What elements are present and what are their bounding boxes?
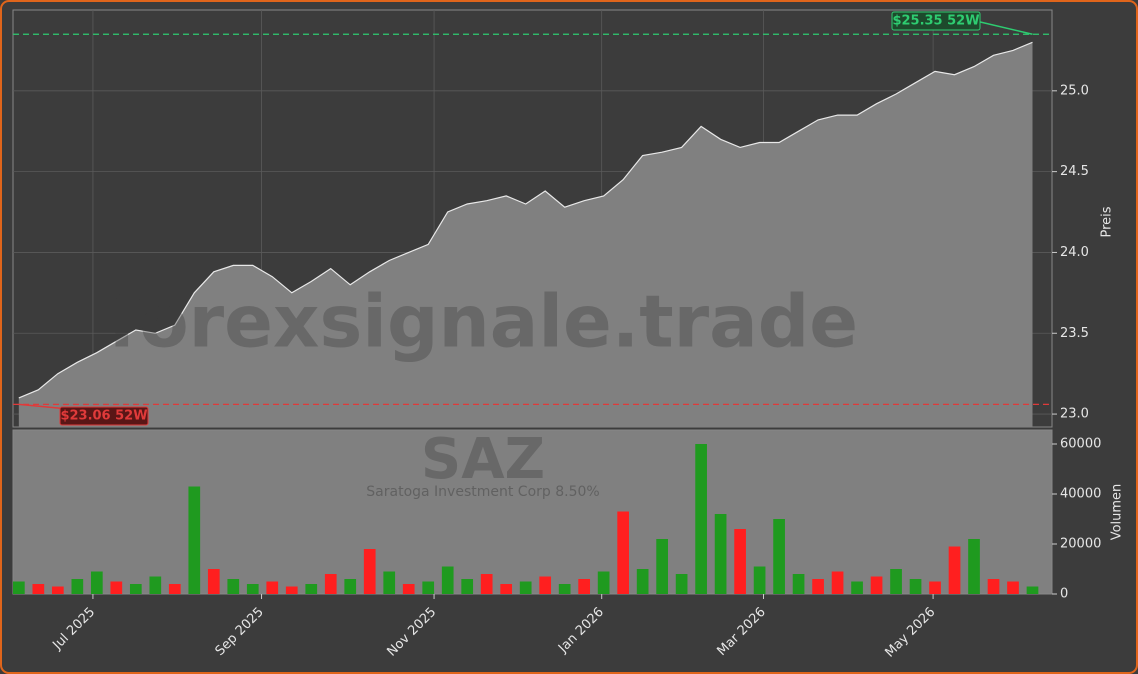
volume-bar [753,566,766,594]
high-arrow [975,20,1033,35]
volume-bar [968,539,980,594]
volume-bar [110,581,123,594]
y-tick-label: 23.0 [1060,407,1089,422]
y2-axis-label: Volumen [1110,484,1125,541]
volume-bar [188,486,201,594]
volume-bar [383,571,396,594]
volume-bar [773,519,785,594]
volume-bar [246,584,259,594]
volume-bar [831,571,844,594]
y2-tick-label: 20000 [1060,537,1101,552]
volume-bar [500,584,513,594]
low-label: $23.06 52W [60,409,147,424]
volume-bar [675,574,688,594]
volume-bar [71,579,84,594]
price-line [18,41,1033,399]
volume-bar [597,571,610,594]
volume-bar [168,584,181,594]
volume-bar [480,574,493,594]
volume-bar [344,579,357,594]
y-tick-label: 25.0 [1060,83,1089,98]
y-tick-label: 23.5 [1060,326,1089,341]
volume-bar [812,579,824,594]
volume-bar [519,581,532,594]
volume-bar [714,514,727,594]
volume-bar [734,529,746,594]
volume-bar [929,581,941,594]
volume-bar [32,584,45,594]
volume-bar [909,579,922,594]
volume-bar [695,444,707,594]
volume-bar [617,511,629,594]
volume-bar [441,566,454,594]
high-label: $25.35 52W [892,14,979,29]
chart-title: SAZ [421,427,545,492]
volume-bar [656,539,668,594]
price-area [18,42,1033,428]
y2-tick-label: 60000 [1060,437,1101,452]
y-tick-label: 24.0 [1060,245,1089,260]
volume-bar [363,549,376,594]
volume-bar [636,569,649,594]
high-label-box [891,11,981,31]
volume-bar [422,581,435,594]
volume-bar [207,569,220,594]
volume-panel [12,429,1053,595]
volume-bar [461,579,474,594]
volume-bar [51,586,64,594]
chart-subtitle: Saratoga Investment Corp 8.50% [366,484,599,500]
volume-bar [578,579,591,594]
volume-bar [149,576,162,594]
y-tick-label: 24.5 [1060,164,1089,179]
low-label-box [59,406,149,426]
volume-bar [948,546,961,594]
volume-bar [851,581,863,594]
volume-bar [558,584,571,594]
volume-bar [90,571,103,594]
volume-bar [324,574,337,594]
volume-bar [305,584,318,594]
volume-bar [792,574,805,594]
y-axis-label: Preis [1100,206,1115,237]
volume-bar [1026,586,1039,594]
volume-bar [13,581,25,594]
volume-bar [285,586,298,594]
volume-bar [870,576,883,594]
volume-bar [266,581,279,594]
volume-bar [539,576,552,594]
y2-tick-label: 0 [1060,587,1068,602]
volume-bar [1007,581,1019,594]
volume-bar [227,579,240,594]
volume-bar [987,579,1000,594]
watermark: forexsignale.trade [108,280,858,364]
y2-tick-label: 40000 [1060,487,1101,502]
volume-bar [129,584,142,594]
volume-bar [890,569,902,594]
volume-bar [402,584,415,594]
